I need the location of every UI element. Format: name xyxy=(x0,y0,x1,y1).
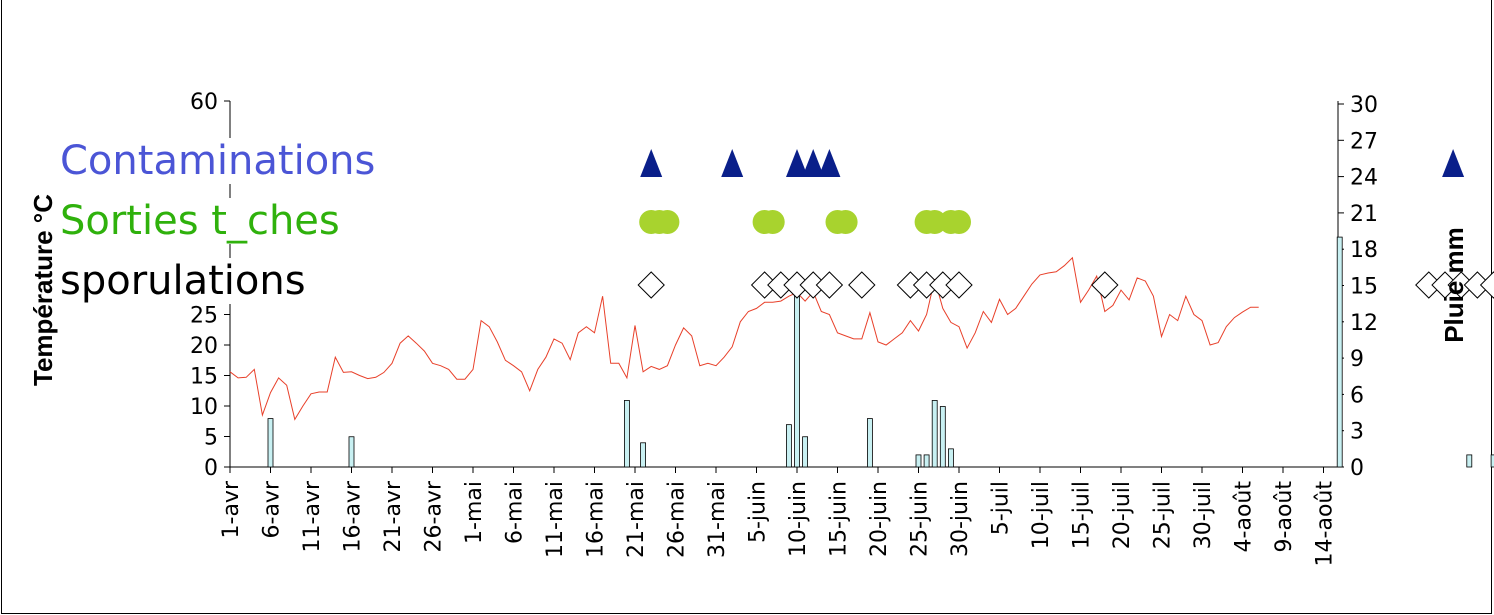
rain-bar xyxy=(1466,454,1473,468)
y-right-tick-label: 15 xyxy=(1350,275,1378,300)
y-axis-right-title: Pluie mm xyxy=(1439,227,1469,343)
x-tick-label: 20-juin xyxy=(867,481,892,557)
y-right-tick-label: 30 xyxy=(1350,93,1378,118)
x-tick-label: 10-juil xyxy=(1029,481,1054,549)
rain-series xyxy=(267,236,1494,468)
rain-bar xyxy=(794,291,800,468)
y-left-tick-label: 25 xyxy=(190,304,218,329)
x-tick-label: 30-juil xyxy=(1191,481,1216,549)
x-tick-label: 10-juin xyxy=(786,481,811,557)
y-left-tick-label: 20 xyxy=(190,334,218,359)
x-tick-label: 21-mai xyxy=(624,481,649,558)
rain-bar xyxy=(931,400,938,468)
x-tick-label: 15-juil xyxy=(1070,481,1095,549)
x-tick-label: 1-mai xyxy=(462,481,487,544)
temperature-series xyxy=(229,256,1259,421)
x-tick-label: 25-juin xyxy=(908,481,933,557)
x-tick-label: 6-mai xyxy=(503,481,528,544)
sporulation-marker xyxy=(815,271,844,299)
legend-contaminations: Contaminations xyxy=(60,138,378,184)
sporulation-marker xyxy=(848,271,876,299)
x-tick-label: 14-août xyxy=(1313,481,1338,567)
rain-bar xyxy=(786,424,792,468)
x-tick-label: 5-juin xyxy=(746,481,771,543)
contamination-marker xyxy=(721,149,744,177)
rain-bar xyxy=(1336,236,1343,468)
rain-bar xyxy=(939,406,946,468)
sortie-tache-marker xyxy=(833,210,858,234)
contamination-marker xyxy=(640,149,663,177)
sortie-tache-marker xyxy=(655,210,680,234)
rain-bar xyxy=(923,454,930,468)
y-right-tick-label: 24 xyxy=(1350,166,1378,191)
rain-bar xyxy=(624,400,630,468)
x-tick-label: 26-avr xyxy=(422,480,447,552)
x-tick-label: 6-avr xyxy=(260,480,285,538)
y-right-tick-label: 27 xyxy=(1350,129,1378,154)
x-tick-label: 5-juil xyxy=(989,481,1014,535)
contamination-marker xyxy=(802,149,825,177)
sortie-tache-marker xyxy=(947,210,971,234)
sporulation-marker xyxy=(945,271,973,299)
rain-bar xyxy=(948,448,954,468)
rain-bar xyxy=(915,454,922,468)
rain-bar xyxy=(867,418,873,468)
rain-bar xyxy=(640,442,646,468)
x-tick-label: 11-avr xyxy=(300,480,325,552)
x-tick-label: 15-juin xyxy=(827,481,852,557)
contamination-marker xyxy=(1442,149,1465,177)
x-tick-label: 4-août xyxy=(1232,481,1257,553)
y-left-tick-label: 15 xyxy=(190,365,218,390)
contamination-marker xyxy=(786,149,808,177)
y-left-tick-label: 60 xyxy=(190,90,218,115)
x-tick-label: 16-avr xyxy=(341,480,366,552)
sporulation-marker xyxy=(637,271,665,299)
y-right-tick-label: 6 xyxy=(1350,383,1364,408)
x-tick-label: 11-mai xyxy=(543,481,568,558)
y-right-tick-label: 9 xyxy=(1350,347,1364,372)
x-tick-label: 1-avr xyxy=(219,480,244,538)
y-right-tick-label: 0 xyxy=(1350,456,1364,481)
tick-labels: 0 5 10 15 20 25 60 0 3 6 9 12 15 18 21 24 27 30 1-avr 6-avr… xyxy=(190,90,1378,566)
legend-sorties-taches: Sorties t_ches xyxy=(60,198,342,244)
x-tick-label: 25-juil xyxy=(1151,481,1176,549)
x-tick-label: 21-avr xyxy=(381,480,406,552)
y-left-tick-label: 5 xyxy=(204,426,218,451)
x-tick-label: 26-mai xyxy=(665,481,690,558)
y-axis-left-title: Température °C xyxy=(28,194,58,386)
sporulation-marker xyxy=(1091,271,1119,299)
event-markers xyxy=(637,149,1494,299)
rain-bar xyxy=(802,436,808,468)
y-right-tick-label: 18 xyxy=(1350,238,1378,263)
x-tick-label: 16-mai xyxy=(584,481,609,558)
sortie-tache-marker xyxy=(760,210,785,234)
temperature-line xyxy=(229,256,1259,421)
y-right-tick-label: 21 xyxy=(1350,202,1378,227)
y-left-tick-label: 0 xyxy=(204,456,218,481)
rain-bar xyxy=(348,436,355,468)
x-tick-label: 30-juin xyxy=(948,481,973,557)
y-right-tick-label: 12 xyxy=(1350,311,1378,336)
contamination-marker xyxy=(818,149,841,177)
legend-sporulations: sporulations xyxy=(60,258,308,304)
rain-bar xyxy=(267,418,274,468)
x-tick-label: 31-mai xyxy=(705,481,730,558)
sporulation-marker xyxy=(1479,271,1494,299)
y-right-tick-label: 3 xyxy=(1350,420,1364,445)
x-tick-label: 20-juil xyxy=(1110,481,1135,549)
x-tick-label: 9-août xyxy=(1272,481,1297,553)
y-left-tick-label: 10 xyxy=(190,395,218,420)
